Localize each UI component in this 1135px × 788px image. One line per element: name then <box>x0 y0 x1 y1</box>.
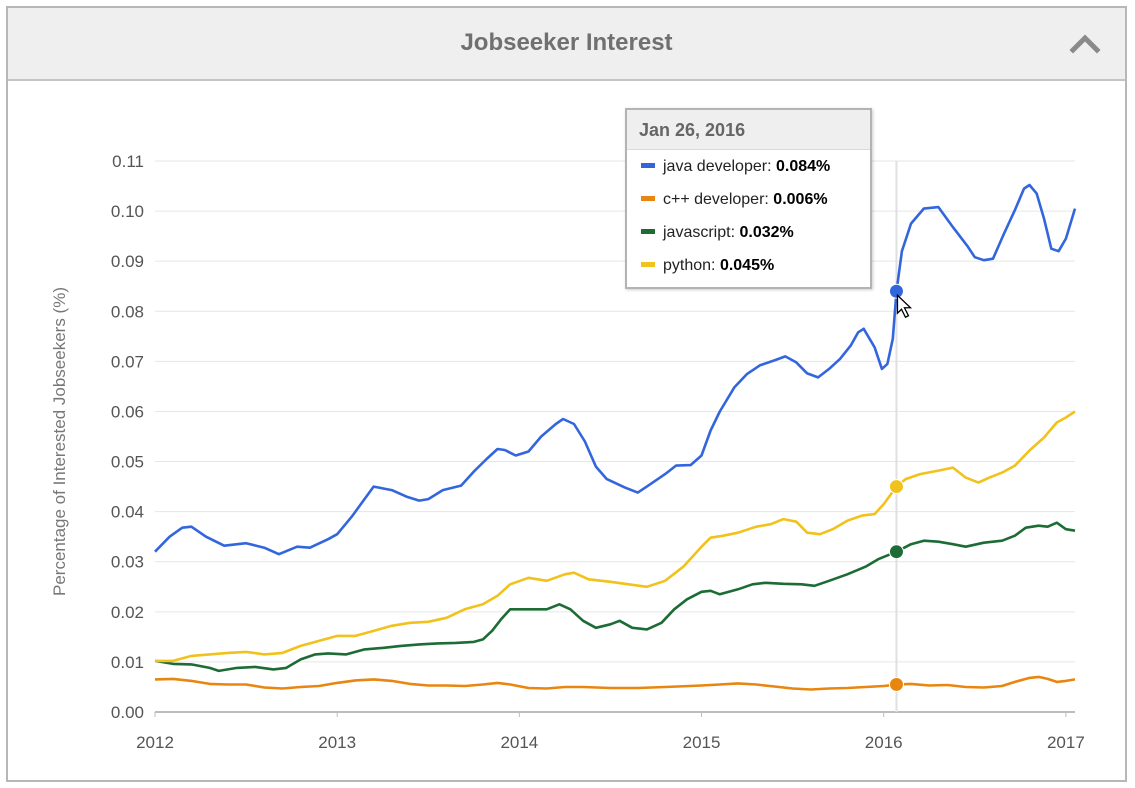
x-tick-label: 2017 <box>1047 733 1085 752</box>
legend-swatch <box>641 262 655 268</box>
legend-swatch <box>641 196 655 202</box>
panel-header: Jobseeker Interest <box>8 8 1125 81</box>
data-point-marker <box>888 676 904 692</box>
tooltip-series-value: 0.032% <box>739 224 794 241</box>
series-line <box>154 521 1076 673</box>
x-tick-label: 2012 <box>136 733 174 752</box>
x-tick-label: 2016 <box>865 733 903 752</box>
y-tick-label: 0.08 <box>111 302 144 321</box>
y-tick-label: 0.02 <box>111 603 144 622</box>
x-tick-label: 2013 <box>318 733 356 752</box>
series-line <box>154 675 1076 691</box>
y-tick-label: 0.04 <box>111 503 144 522</box>
y-tick-label: 0.09 <box>111 252 144 271</box>
panel-title: Jobseeker Interest <box>460 29 673 56</box>
x-tick-label: 2015 <box>683 733 721 752</box>
x-tick-label: 2014 <box>500 733 538 752</box>
data-point-marker <box>888 544 904 560</box>
tooltip-series-label: javascript: <box>663 224 740 241</box>
chart-area: 0.00 0.01 0.02 0.03 0.04 0.05 0.06 0.07 0.08 0.09… <box>8 81 1125 780</box>
chevron-up-icon[interactable] <box>1069 30 1101 58</box>
y-tick-label: 0.05 <box>111 453 144 472</box>
y-tick-label: 0.10 <box>111 202 144 221</box>
data-point-marker <box>888 283 904 299</box>
chart-tooltip: Jan 26, 2016 java developer: 0.084% c++ d… <box>625 108 872 289</box>
y-tick-label: 0.11 <box>112 152 144 171</box>
mouse-cursor-icon <box>896 293 913 319</box>
line-chart[interactable]: 0.00 0.01 0.02 0.03 0.04 0.05 0.06 0.07 0.08 0.09… <box>8 81 1125 780</box>
legend-swatch <box>641 229 655 235</box>
y-tick-label: 0.03 <box>111 553 144 572</box>
tooltip-series-label: java developer: <box>663 158 776 175</box>
legend-swatch <box>641 163 655 169</box>
y-tick-label: 0.01 <box>111 653 144 672</box>
y-tick-label: 0.00 <box>111 703 144 722</box>
tooltip-row: python: 0.045% <box>627 249 870 282</box>
tooltip-series-label: c++ developer: <box>663 191 774 208</box>
tooltip-series-label: python: <box>663 257 720 274</box>
y-axis-label: Percentage of Interested Jobseekers (%) <box>50 287 69 596</box>
series-line <box>155 410 1076 663</box>
tooltip-row: javascript: 0.032% <box>627 216 870 249</box>
tooltip-date: Jan 26, 2016 <box>627 110 870 150</box>
tooltip-row: c++ developer: 0.006% <box>627 183 870 216</box>
data-point-marker <box>888 479 904 495</box>
jobseeker-interest-panel: Jobseeker Interest 0.00 0.01 0.02 0.03 0.04 0… <box>6 6 1127 782</box>
tooltip-series-value: 0.045% <box>719 257 775 274</box>
series-line <box>154 183 1077 556</box>
tooltip-series-value: 0.006% <box>773 191 828 208</box>
tooltip-series-value: 0.084% <box>775 158 831 175</box>
tooltip-row: java developer: 0.084% <box>627 150 870 183</box>
y-tick-label: 0.07 <box>111 352 144 371</box>
y-tick-label: 0.06 <box>111 402 144 421</box>
